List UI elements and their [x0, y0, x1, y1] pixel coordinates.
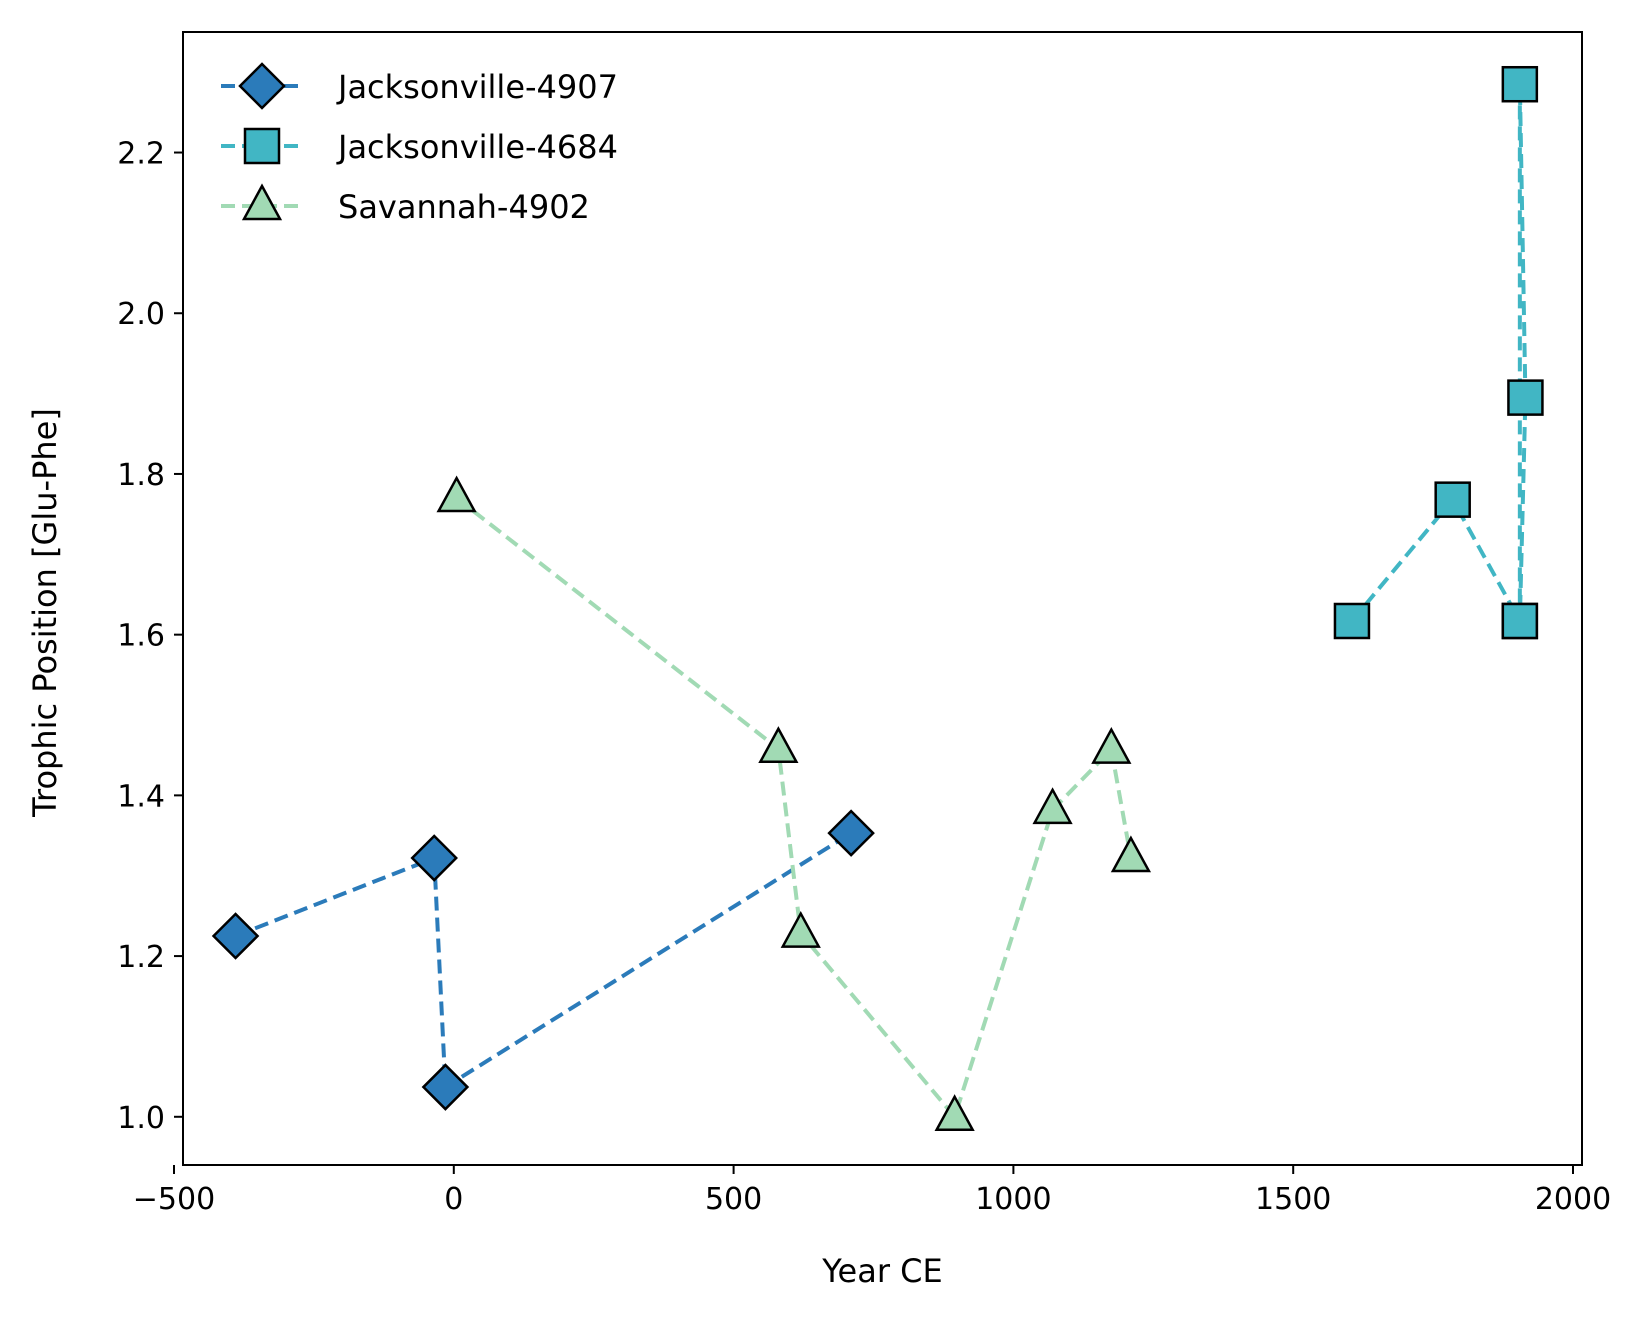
data-point	[421, 1063, 470, 1111]
legend-marker	[241, 183, 283, 221]
y-tick-label: 1.2	[117, 940, 165, 975]
plot-frame	[182, 31, 1583, 1166]
x-axis-label: Year CE	[821, 1252, 942, 1290]
series-line	[234, 831, 853, 1091]
data-point	[934, 1094, 975, 1132]
x-tick-label: 0	[444, 1182, 463, 1217]
series-line	[1350, 84, 1528, 629]
x-tick-label: 1000	[975, 1182, 1051, 1217]
data-point	[758, 726, 799, 764]
series-layer	[211, 65, 1544, 1132]
y-axis-label: Trophic Position [Glu-Phe]	[26, 408, 64, 818]
y-tick-label: 2.2	[117, 137, 165, 172]
data-point	[780, 910, 821, 948]
data-point	[1434, 481, 1471, 518]
y-tick-label: 1.8	[117, 458, 165, 493]
legend-label: Savannah-4902	[338, 188, 590, 226]
x-tick-label: 2000	[1535, 1182, 1611, 1217]
y-axis: 1.0 1.2 1.4 1.6 1.8 2.0 2.2	[117, 137, 183, 1136]
data-point	[410, 834, 458, 882]
legend: Jacksonville-4907 Jacksonville-4684 Savann…	[221, 62, 618, 226]
y-tick-label: 2.0	[117, 297, 165, 332]
data-point	[827, 809, 875, 857]
data-point	[211, 912, 260, 960]
legend-item: Savannah-4902	[221, 183, 590, 226]
x-tick-label: 1500	[1255, 1182, 1331, 1217]
x-tick-label: −500	[133, 1182, 215, 1217]
data-point	[436, 475, 477, 513]
legend-marker	[243, 127, 281, 165]
series-1	[1333, 65, 1544, 640]
y-tick-label: 1.6	[117, 619, 165, 654]
legend-item: Jacksonville-4907	[221, 62, 618, 110]
x-tick-label: 500	[705, 1182, 762, 1217]
data-point	[1501, 65, 1539, 103]
legend-item: Jacksonville-4684	[221, 127, 618, 166]
legend-marker	[238, 62, 286, 110]
data-point	[1501, 602, 1539, 640]
data-point	[1091, 726, 1132, 764]
y-tick-label: 1.0	[117, 1101, 165, 1136]
legend-label: Jacksonville-4684	[336, 128, 618, 166]
x-axis: −500 0 500 1000 1500 2000	[133, 1165, 1611, 1217]
data-point	[1507, 379, 1544, 416]
y-tick-label: 1.4	[117, 779, 165, 814]
series-0	[211, 809, 875, 1111]
data-point	[1032, 787, 1073, 825]
series-2	[436, 475, 1152, 1132]
data-point	[1333, 602, 1371, 640]
legend-label: Jacksonville-4907	[336, 68, 618, 106]
data-point	[1110, 835, 1152, 873]
